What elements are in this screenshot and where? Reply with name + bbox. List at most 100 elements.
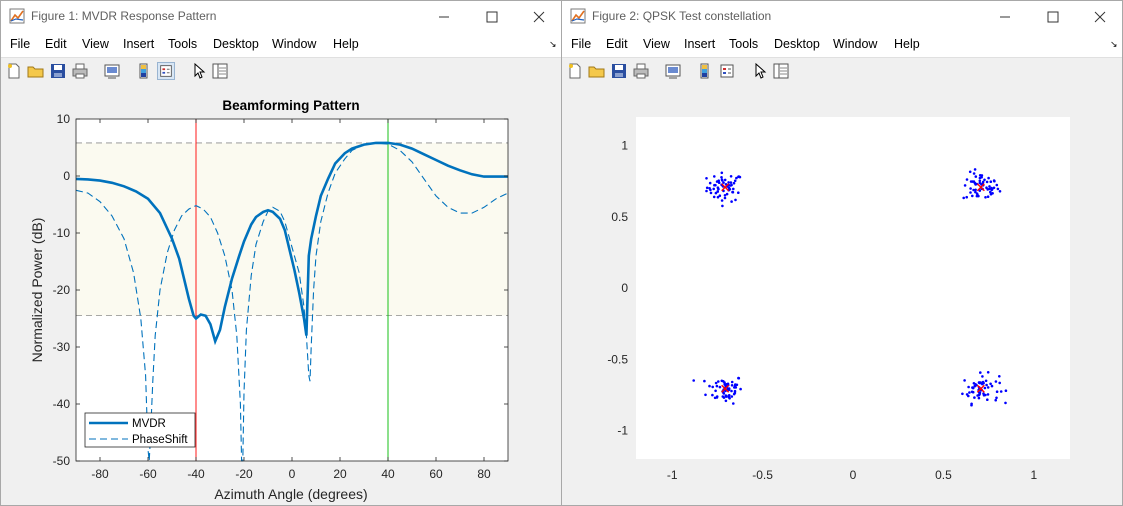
received-symbol-point: [739, 387, 742, 391]
received-symbol-point: [968, 170, 972, 174]
menu-tools[interactable]: Tools: [168, 37, 198, 51]
property-inspector-icon[interactable]: [211, 62, 229, 80]
received-symbol-point: [720, 178, 724, 181]
received-symbol-point: [709, 191, 713, 195]
save-icon[interactable]: [49, 62, 67, 80]
received-symbol-point: [723, 196, 727, 200]
close-button[interactable]: [516, 1, 561, 32]
received-symbol-point: [970, 403, 973, 407]
y-tick-label: 0: [63, 169, 70, 183]
menu-overflow-arrow-icon[interactable]: ↘: [549, 39, 557, 49]
received-symbol-point: [978, 181, 982, 185]
received-symbol-point: [711, 393, 714, 397]
received-symbol-point: [999, 390, 1003, 393]
maximize-button[interactable]: [469, 1, 515, 32]
figure1-titlebar[interactable]: Figure 1: MVDR Response Pattern: [1, 1, 561, 32]
print-preview-icon[interactable]: [664, 62, 682, 80]
received-symbol-point: [713, 396, 717, 400]
received-symbol-point: [998, 375, 1001, 378]
menu-desktop[interactable]: Desktop: [774, 37, 820, 51]
x-tick-label: -0.5: [752, 468, 773, 482]
figure1-title: Figure 1: MVDR Response Pattern: [31, 9, 217, 23]
received-symbol-point: [703, 379, 706, 383]
received-symbol-point: [977, 194, 980, 198]
menu-file[interactable]: File: [10, 37, 31, 51]
received-symbol-point: [730, 389, 733, 393]
legend-icon[interactable]: [718, 62, 736, 80]
x-tick-group: -80 -60 -40 -20 0 20 40 60 80: [91, 119, 491, 481]
print-icon[interactable]: [632, 62, 650, 80]
plot-background: [636, 117, 1070, 459]
close-button[interactable]: [1077, 1, 1122, 32]
menu-window[interactable]: Window: [272, 37, 317, 51]
open-file-icon[interactable]: [27, 62, 45, 80]
menu-insert[interactable]: Insert: [684, 37, 716, 51]
colorbar-icon[interactable]: [696, 62, 714, 80]
received-symbol-point: [974, 183, 977, 186]
print-preview-icon[interactable]: [103, 62, 121, 80]
figure1-window: Figure 1: MVDR Response Pattern File Edi…: [0, 0, 562, 506]
received-symbol-point: [722, 396, 726, 399]
received-symbol-point: [716, 195, 720, 199]
menu-view[interactable]: View: [82, 37, 109, 51]
maximize-button[interactable]: [1030, 1, 1076, 32]
y-axis-label: Normalized Power (dB): [29, 218, 45, 363]
received-symbol-point: [725, 192, 729, 196]
menu-overflow-arrow-icon[interactable]: ↘: [1110, 39, 1118, 49]
received-symbol-point: [967, 385, 970, 389]
received-symbol-point: [977, 393, 981, 397]
minimize-button[interactable]: [421, 1, 467, 32]
x-tick-label: 20: [333, 467, 347, 481]
constellation-points: [692, 168, 1008, 407]
received-symbol-point: [733, 179, 737, 183]
received-symbol-point: [722, 181, 725, 184]
received-symbol-point: [989, 180, 993, 183]
open-file-icon[interactable]: [588, 62, 606, 80]
received-symbol-point: [727, 181, 730, 184]
matlab-app-icon: [570, 8, 586, 24]
figure2-title: Figure 2: QPSK Test constellation: [592, 9, 772, 23]
received-symbol-point: [984, 196, 987, 199]
received-symbol-point: [716, 186, 720, 189]
received-symbol-point: [962, 196, 965, 200]
y-tick-group: 10 0 -10 -20 -30 -40 -50: [53, 112, 508, 468]
menu-tools[interactable]: Tools: [729, 37, 759, 51]
x-tick-group: -1 -0.5 0 0.5 1: [667, 468, 1038, 482]
colorbar-icon[interactable]: [135, 62, 153, 80]
legend: MVDR PhaseShift: [84, 412, 196, 448]
menu-desktop[interactable]: Desktop: [213, 37, 259, 51]
menu-window[interactable]: Window: [833, 37, 878, 51]
menu-help[interactable]: Help: [894, 37, 920, 51]
menu-view[interactable]: View: [643, 37, 670, 51]
menu-file[interactable]: File: [571, 37, 592, 51]
new-figure-icon[interactable]: [566, 62, 584, 80]
received-symbol-point: [715, 384, 719, 388]
menu-insert[interactable]: Insert: [123, 37, 155, 51]
received-symbol-point: [992, 179, 996, 182]
minimize-button[interactable]: [982, 1, 1028, 32]
pointer-icon[interactable]: [750, 62, 768, 80]
y-tick-label: -1: [617, 424, 628, 438]
pointer-icon[interactable]: [189, 62, 207, 80]
received-symbol-point: [981, 382, 984, 386]
beamforming-chart: -80 -60 -40 -20 0 20 40 60 80 100-10-20-30-40-50…: [29, 98, 509, 502]
menu-edit[interactable]: Edit: [45, 37, 67, 51]
new-figure-icon[interactable]: [5, 62, 23, 80]
print-icon[interactable]: [71, 62, 89, 80]
legend-icon[interactable]: [157, 62, 175, 80]
minimize-icon: [1000, 16, 1010, 17]
received-symbol-point: [998, 190, 1002, 193]
menu-edit[interactable]: Edit: [606, 37, 628, 51]
received-symbol-point: [995, 390, 999, 394]
received-symbol-point: [730, 200, 733, 203]
x-axis-label: Azimuth Angle (degrees): [214, 486, 367, 502]
property-inspector-icon[interactable]: [772, 62, 790, 80]
figure2-titlebar[interactable]: Figure 2: QPSK Test constellation: [562, 1, 1122, 32]
x-tick-label: 0: [289, 467, 296, 481]
menu-help[interactable]: Help: [333, 37, 359, 51]
received-symbol-point: [985, 186, 988, 189]
received-symbol-point: [991, 192, 994, 195]
received-symbol-point: [729, 181, 733, 184]
save-icon[interactable]: [610, 62, 628, 80]
y-tick-label: -50: [53, 454, 71, 468]
